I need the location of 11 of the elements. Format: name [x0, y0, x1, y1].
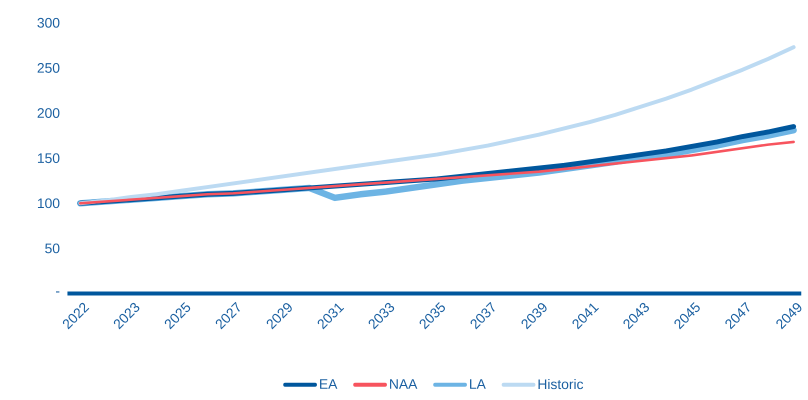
- y-tick-label: -: [56, 292, 60, 293]
- y-tick-label: 150: [38, 153, 60, 164]
- legend-label: EA: [320, 379, 338, 389]
- y-tick-label: 250: [38, 63, 60, 74]
- legend-label: NAA: [390, 379, 418, 389]
- y-tick-label: 100: [38, 198, 60, 208]
- legend-label: LA: [470, 379, 486, 389]
- y-tick-label: 200: [38, 108, 60, 118]
- y-tick-label: 300: [37, 18, 60, 28]
- legend-label: Historic: [538, 379, 584, 390]
- y-tick-label: 50: [45, 244, 60, 254]
